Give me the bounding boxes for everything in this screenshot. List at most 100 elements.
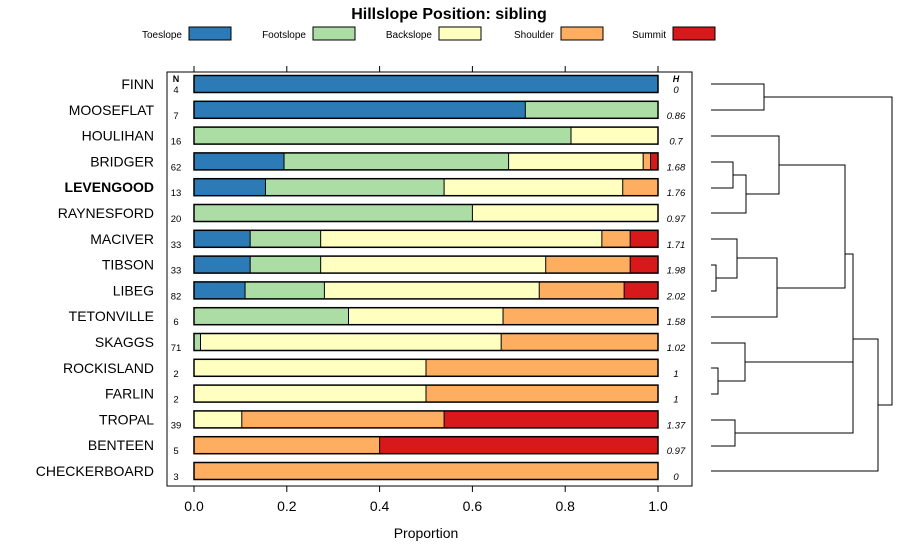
bar-segment-summit	[379, 436, 658, 454]
h-value: 0.86	[667, 111, 686, 122]
bar-segment-toeslope	[194, 281, 246, 299]
bar-outline	[193, 332, 659, 352]
bar-segment-shoulder	[501, 333, 658, 351]
dendrogram-branch	[711, 433, 736, 447]
bar-segment-footslope	[250, 256, 321, 274]
plot-panel	[166, 71, 693, 487]
x-tick-label: 1.0	[648, 498, 668, 514]
bar-segment-backslope	[348, 307, 504, 325]
legend-swatch-summit	[672, 26, 716, 41]
h-column-header: H	[673, 74, 680, 84]
dendrogram-branch	[845, 253, 854, 339]
category-label: BENTEEN	[88, 437, 154, 453]
n-column-header: N	[173, 74, 180, 84]
dendrogram-branch	[711, 288, 778, 318]
x-tick-label: 0.6	[463, 498, 483, 514]
bar-outline	[193, 177, 659, 197]
dendrogram-branch	[711, 238, 738, 258]
bar-segment-backslope	[194, 359, 426, 377]
chart-title: Hillslope Position: sibling	[351, 6, 547, 23]
category-label: LIBEG	[113, 282, 154, 298]
bar-segment-shoulder	[194, 436, 380, 454]
bar-row-houlihan: HOULIHAN 16 0.7	[82, 126, 683, 148]
legend-label-shoulder: Shoulder	[514, 30, 555, 41]
bar-segment-footslope	[245, 281, 325, 299]
bar-segment-footslope	[194, 204, 473, 222]
bar-segment-backslope	[194, 410, 242, 428]
dendrogram-branch	[764, 96, 893, 405]
dendrogram-branch	[711, 97, 765, 111]
legend-label-backslope: Backslope	[386, 30, 433, 41]
n-value: 33	[171, 266, 182, 277]
dendrogram-branch	[779, 164, 846, 254]
bar-outline	[193, 281, 659, 300]
bar-outline	[193, 255, 659, 274]
h-value: 1.68	[667, 162, 686, 173]
bar-outline	[193, 384, 659, 403]
bar-row-bridger: BRIDGER 62 1.68	[90, 152, 686, 173]
category-label: HOULIHAN	[82, 128, 154, 144]
bar-segment-shoulder	[426, 385, 658, 403]
n-value: 71	[171, 343, 182, 354]
bar-segment-toeslope	[194, 230, 251, 248]
bar-segment-footslope	[250, 230, 321, 248]
n-value: 3	[173, 472, 178, 483]
bar-segment-shoulder	[545, 256, 631, 274]
n-value: 13	[171, 188, 182, 199]
n-value: 5	[173, 446, 178, 457]
x-tick-label: 0.0	[184, 498, 204, 514]
h-value: 1.98	[667, 266, 686, 277]
bar-segment-summit	[650, 152, 658, 170]
bar-segment-toeslope	[194, 152, 285, 170]
bar-segment-summit	[630, 230, 659, 248]
bar-row-tropal: TROPAL 39 1.37	[99, 410, 686, 431]
x-tick-label: 0.2	[277, 498, 297, 514]
category-label: FINN	[121, 76, 154, 92]
n-value: 2	[173, 395, 178, 406]
dendrogram-branch	[711, 367, 719, 381]
bar-segment-backslope	[571, 127, 658, 145]
category-label: RAYNESFORD	[58, 205, 154, 221]
bar-row-maciver: MACIVER 33 1.71	[90, 229, 685, 251]
dendrogram-branch	[737, 257, 778, 288]
bar-segment-shoulder	[643, 152, 651, 170]
dendrogram-branch	[711, 161, 734, 175]
bar-outline	[193, 435, 659, 455]
n-value: 82	[171, 291, 182, 302]
legend-label-toeslope: Toeslope	[142, 30, 182, 41]
dendrogram-branch	[711, 83, 765, 97]
bar-segment-footslope	[284, 152, 509, 170]
h-value: 0.97	[667, 214, 686, 225]
x-tick-label: 0.4	[370, 498, 390, 514]
dendrogram-branch	[777, 254, 846, 289]
h-value: 1	[673, 369, 678, 380]
bar-segment-backslope	[324, 281, 540, 299]
bar-row-mooseflat: MOOSEFLAT 7 0.86	[69, 100, 686, 122]
dendrogram-branch	[711, 381, 719, 395]
category-label: SKAGGS	[95, 334, 154, 350]
bar-row-checkerboard: CHECKERBOARD 3 0	[36, 461, 679, 483]
bar-segment-shoulder	[194, 462, 658, 480]
bar-row-libeg: LIBEG 82 2.02	[113, 281, 686, 302]
bar-outline	[193, 126, 659, 145]
category-label: MOOSEFLAT	[69, 102, 155, 118]
category-label: TROPAL	[99, 411, 154, 427]
dendrogram-branch	[745, 361, 854, 433]
x-axis-label: Proportion	[394, 525, 459, 541]
dendrogram-branch	[711, 278, 717, 292]
bar-segment-footslope	[194, 307, 349, 325]
category-label: FARLIN	[105, 386, 154, 402]
bar-segment-shoulder	[601, 230, 631, 248]
x-axis: 0.0 0.2 0.4 0.6 0.8 1.0	[184, 66, 668, 514]
bar-outline	[193, 203, 659, 223]
h-value: 1.76	[667, 188, 686, 199]
dendrogram-branch	[711, 135, 780, 165]
category-label: LEVENGOOD	[65, 179, 154, 195]
bar-segment-footslope	[194, 127, 571, 145]
bar-segment-backslope	[508, 152, 644, 170]
h-value: 1	[673, 395, 678, 406]
n-value: 16	[171, 137, 182, 148]
bar-segment-summit	[630, 256, 659, 274]
